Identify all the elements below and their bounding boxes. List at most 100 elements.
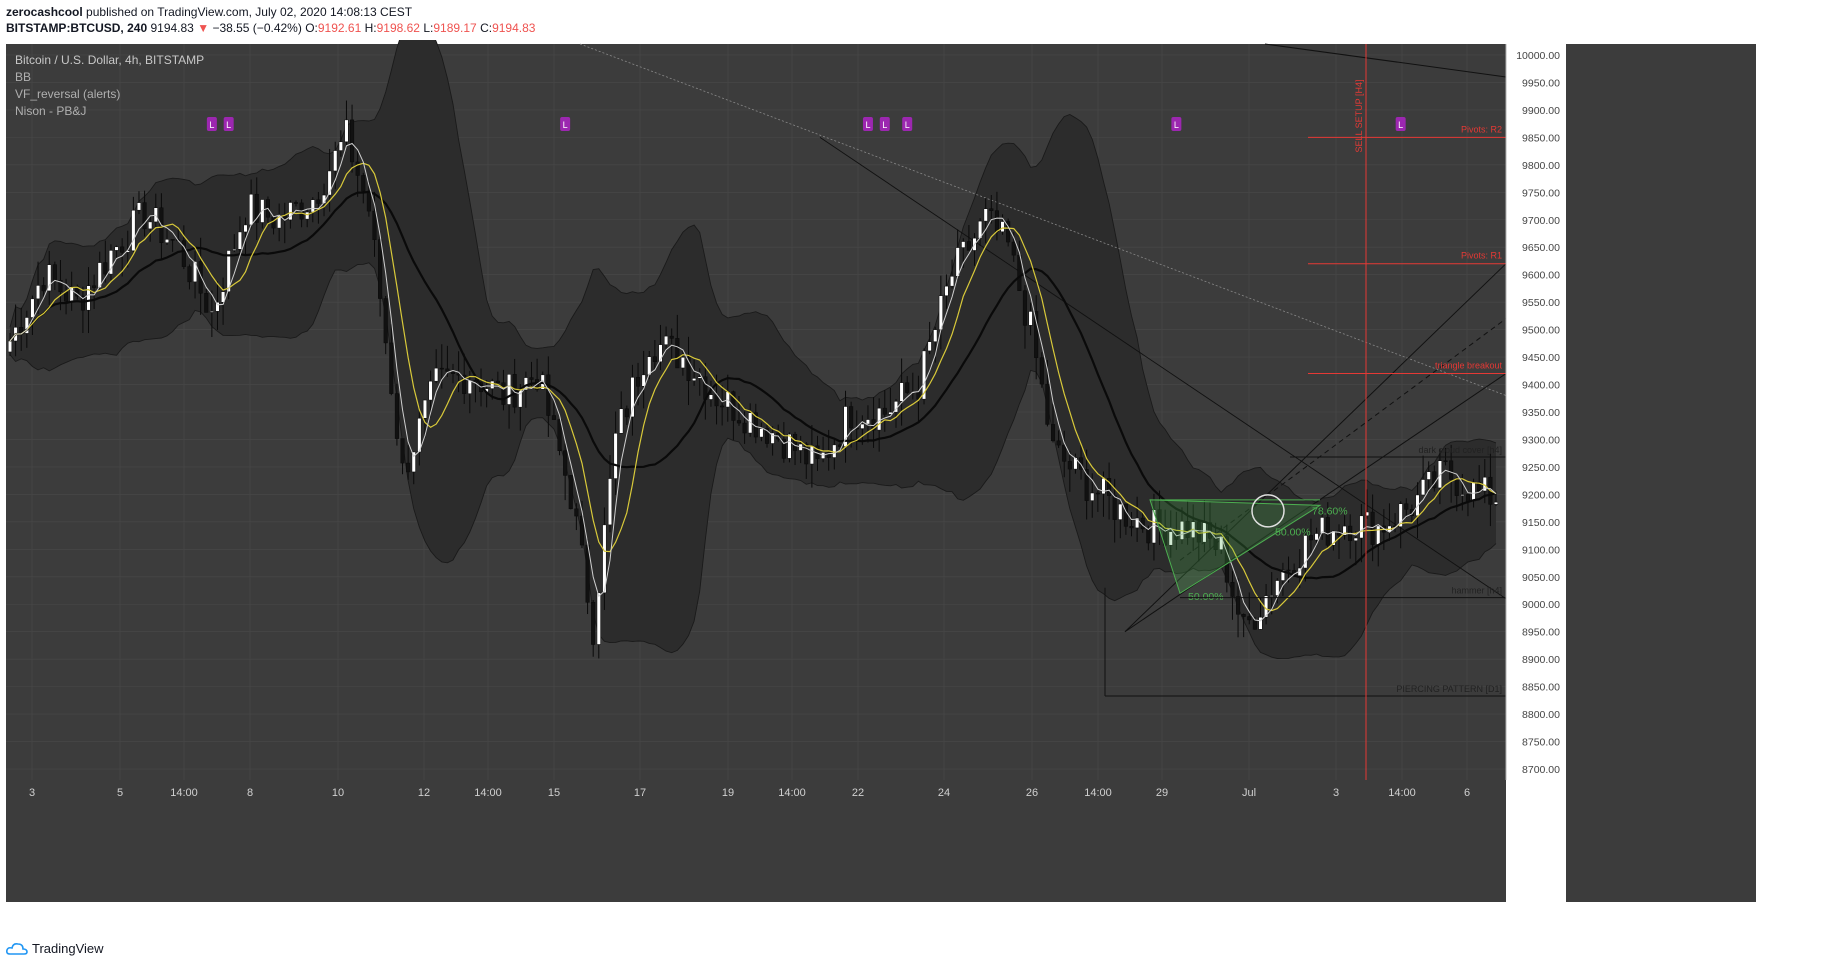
candle-body (1039, 357, 1044, 385)
candle-body (1000, 221, 1005, 233)
candle-body (142, 202, 147, 230)
candle-body (1028, 311, 1033, 326)
candle (80, 286, 85, 333)
price-chart[interactable]: 78.60%50.00%50.00%Pivots: R29850.00Pivot… (0, 40, 1828, 938)
signal-letter: L (1174, 120, 1179, 130)
candle (1006, 218, 1011, 247)
candle (495, 371, 500, 385)
candle-body (607, 478, 613, 526)
candle (383, 295, 388, 355)
candle-body (1325, 517, 1330, 546)
candle-body (1034, 311, 1039, 358)
legend-title: Bitcoin / U.S. Dollar, 4h, BITSTAMP (15, 53, 205, 67)
candle-body (350, 119, 355, 163)
candle-body (198, 261, 203, 294)
y-tick-label: 9050.00 (1522, 572, 1560, 584)
candle-body (658, 344, 663, 363)
y-tick-label: 8950.00 (1522, 627, 1560, 639)
candle-body (58, 280, 63, 293)
signal-marker: L (879, 117, 890, 131)
candle (563, 443, 568, 501)
x-tick-label: 14:00 (1388, 787, 1416, 799)
x-tick-label: 14:00 (778, 787, 806, 799)
candle-body (114, 246, 119, 251)
y-tick-label: 9200.00 (1522, 489, 1560, 501)
time-axis[interactable]: 3 5 14:00 8 10 12 14:00 15 17 19 14:00 22 24 26 14:00 2… (6, 780, 1506, 804)
candle-body (708, 394, 713, 400)
candle (1112, 478, 1117, 543)
candle-body (1465, 494, 1471, 502)
candle (1342, 515, 1347, 540)
x-tick-label: 3 (1333, 787, 1339, 799)
signal-box (1171, 117, 1182, 131)
candle-body (602, 524, 607, 594)
candle (680, 349, 685, 376)
y-tick-label: 9250.00 (1522, 462, 1560, 474)
candle-body (849, 406, 854, 429)
candle (1185, 500, 1190, 545)
y-tick-label: 9900.00 (1522, 105, 1560, 117)
signal-letter: L (209, 120, 214, 130)
candle (389, 324, 394, 396)
candle (422, 399, 428, 438)
y-tick-label: 9500.00 (1522, 325, 1560, 337)
candle (120, 238, 125, 277)
candle (316, 191, 321, 224)
author-name[interactable]: zerocashcool (6, 5, 83, 19)
candle-body (692, 378, 697, 381)
fib-label: 78.60% (1312, 506, 1348, 518)
candle (1320, 508, 1325, 540)
candle (1275, 578, 1280, 604)
signal-marker: L (206, 117, 217, 131)
candle-body (742, 422, 747, 434)
trendline-dotted (579, 43, 1507, 396)
x-tick-label: 19 (722, 787, 734, 799)
candle-body (1320, 517, 1325, 534)
candle (103, 240, 108, 283)
candle-body (35, 285, 41, 300)
candle-body (899, 382, 904, 402)
candle (221, 277, 226, 325)
signal-marker: L (902, 117, 913, 131)
candle-body (1017, 254, 1022, 291)
candle-body (1493, 501, 1499, 505)
candle-body (950, 276, 955, 287)
x-tick-label: 6 (1464, 787, 1470, 799)
candle (905, 376, 910, 395)
candle (293, 200, 299, 207)
candle (97, 251, 102, 290)
legend-indicator[interactable]: VF_reversal (alerts) (15, 87, 121, 101)
candle-body (394, 393, 399, 439)
candle-body (1314, 533, 1319, 541)
legend-indicator[interactable]: BB (15, 70, 32, 84)
candle-body (445, 368, 450, 372)
candle (764, 424, 770, 448)
candle (1224, 524, 1229, 593)
candle (1034, 295, 1039, 380)
candle (1432, 465, 1437, 492)
candle (1039, 352, 1044, 388)
candle-body (1409, 509, 1414, 517)
axis-background (1506, 40, 1566, 938)
signal-box (879, 117, 890, 131)
price-axis[interactable]: 10000.00 9950.00 9900.00 9850.00 9800.00 9750… (1505, 40, 1566, 938)
candle-body (7, 340, 13, 353)
sell-setup-label: SELL SETUP [H4] (1354, 79, 1364, 152)
x-tick-label: 14:00 (474, 787, 502, 799)
y-tick-label: 10000.00 (1516, 50, 1560, 62)
candle (209, 290, 214, 338)
x-tick-label: 29 (1156, 787, 1168, 799)
candle (333, 141, 338, 190)
candle (507, 374, 512, 429)
legend-indicator[interactable]: Nison - PB&J (15, 104, 87, 118)
candle-body (669, 335, 674, 339)
footer-brand[interactable]: TradingView (32, 941, 104, 956)
candle (406, 445, 411, 480)
candle (1056, 430, 1061, 448)
candle-body (103, 262, 108, 275)
signal-marker: L (1395, 117, 1406, 131)
candle (882, 390, 887, 432)
candle (1303, 529, 1308, 582)
x-tick-label: 24 (938, 787, 950, 799)
